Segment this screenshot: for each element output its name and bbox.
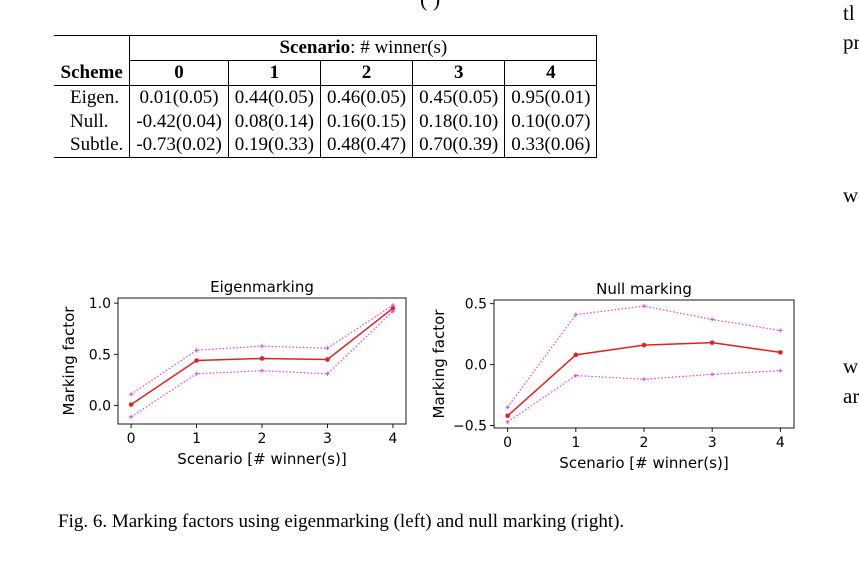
scheme-cell: Eigen. [70,86,120,108]
value-cell: 0.18(0.10) [412,109,506,134]
value-cell: 0.08(0.14) [227,109,321,134]
null-marking-chart: Null marking 0 1 2 3 4 −0.5 0.0 0.5 Scenario [# w… [430,280,795,472]
value-cell: 0.95(0.01) [504,85,598,110]
column-header: 3 [412,60,506,86]
margin-text-fragment: ar [843,384,859,408]
x-tick-label: 2 [258,431,267,447]
x-tick-label: 0 [503,435,512,451]
value-cell: 0.70(0.39) [412,133,506,159]
x-axis-label: Scenario [# winner(s)] [177,450,346,468]
value-cell: 0.10(0.07) [504,109,598,134]
eigenmarking-chart: Eigenmarking 0 1 2 3 4 0.0 0.5 1.0 Scenario [# wi… [60,278,407,468]
x-tick-label: 1 [571,435,580,451]
scenario-header-rest: : # winner(s) [350,37,448,58]
value-cell: 0.19(0.33) [227,133,321,159]
scheme-header: Scheme [54,60,130,86]
scenario-header: Scenario: # winner(s) [129,35,598,61]
table-row: Null. -0.42(0.04) 0.08(0.14) 0.16(0.15) … [54,109,598,134]
point-marker-mean [194,358,199,363]
y-tick-label: 0.0 [89,399,111,415]
y-axis-label: Marking factor [60,306,78,416]
scheme-cell: Subtle. [54,133,130,159]
scheme-cell: Null. [70,110,109,132]
margin-text-fragment: w [843,183,859,207]
point-marker-mean [641,342,647,348]
value-cell: 0.45(0.05) [412,85,506,110]
column-header: 1 [227,60,321,86]
value-cell: 0.33(0.06) [504,133,598,159]
value-cell: -0.73(0.02) [129,133,229,159]
scenario-header-bold: Scenario [279,37,351,58]
x-tick-label: 4 [388,431,397,447]
column-header: 0 [129,60,229,86]
y-tick-label: −0.5 [453,419,487,435]
x-tick-label: 2 [640,435,649,451]
value-cell: 0.48(0.47) [319,133,414,159]
value-cell: 0.44(0.05) [227,85,321,110]
point-marker-mean [573,352,579,358]
y-tick-label: 0.5 [89,347,111,363]
margin-text-fragment: pr [843,30,859,54]
series-line-lower [130,310,394,418]
x-tick-label: 4 [776,435,785,451]
x-tick-label: 0 [127,431,136,447]
point-marker-mean [505,413,510,419]
point-marker-mean [778,350,783,355]
value-cell: 0.16(0.15) [319,109,414,134]
series-line-upper [130,304,394,395]
point-marker-mean [128,402,134,407]
y-tick-label: 1.0 [89,296,111,312]
point-marker-mean [259,356,265,361]
table-corner-empty [54,35,130,61]
y-tick-label: 0.5 [465,297,487,313]
results-table: Scenario: # winner(s) Scheme 0 1 2 3 4 E… [54,35,598,159]
figure-caption: Fig. 6. Marking factors using eigenmarki… [58,511,625,532]
x-axis-label: Scenario [# winner(s)] [559,454,728,472]
value-cell: 0.46(0.05) [319,85,414,110]
point-marker-mean [390,305,396,311]
table-row: Subtle. -0.73(0.02) 0.19(0.33) 0.48(0.47… [54,133,598,159]
y-tick-label: 0.0 [465,358,487,374]
value-cell: 0.01(0.05) [129,85,229,110]
table-row: Eigen. 0.01(0.05) 0.44(0.05) 0.46(0.05) … [54,85,598,110]
value-cell: -0.42(0.04) [129,109,229,134]
x-tick-label: 3 [708,435,717,451]
x-tick-label: 3 [323,431,332,447]
chart-title: Null marking [596,280,692,298]
x-tick-label: 1 [192,431,201,447]
margin-text-fragment: w [843,354,859,378]
point-marker-mean [325,357,330,362]
margin-text-fragment: tl [843,1,855,25]
plot-frame [117,297,407,425]
y-axis-label: Marking factor [430,309,448,419]
cut-off-text-fragment: ( ) [420,0,440,12]
column-header: 4 [504,60,598,86]
point-marker-mean [709,340,715,345]
chart-title: Eigenmarking [210,278,314,296]
column-header: 2 [319,60,414,86]
series-line-upper [507,305,781,408]
